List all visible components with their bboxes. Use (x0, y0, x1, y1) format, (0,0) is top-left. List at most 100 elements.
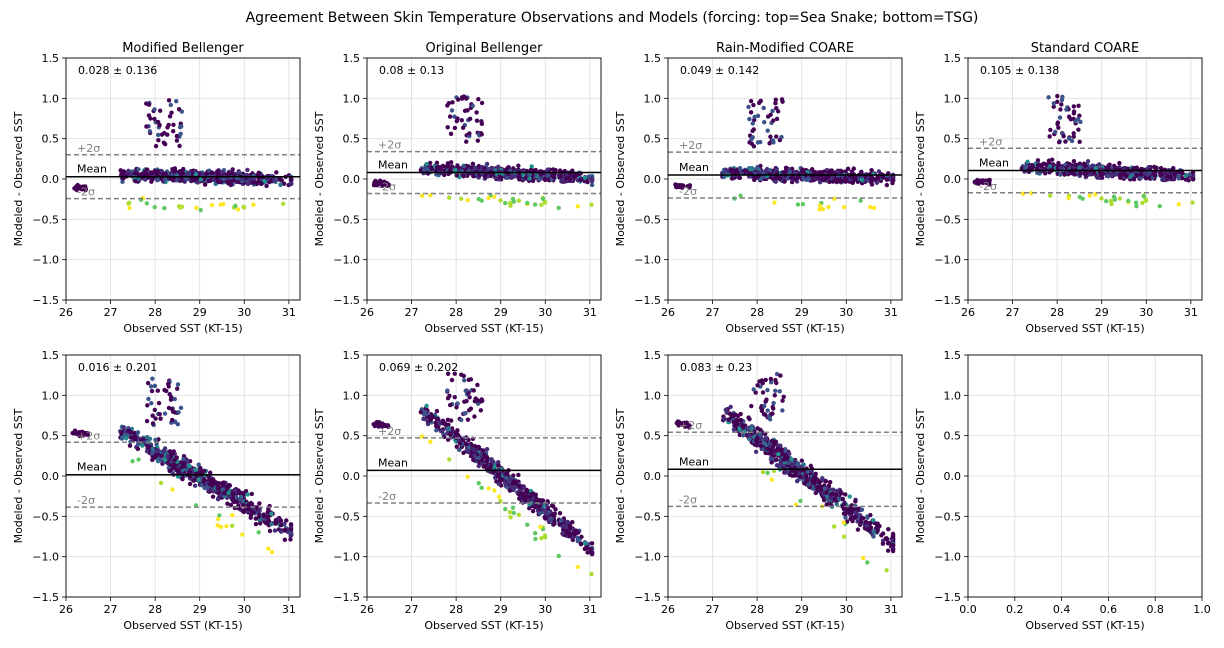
scatter-point (269, 549, 275, 555)
scatter-point (859, 169, 864, 174)
x-tick-label: 29 (494, 306, 508, 319)
scatter-point (253, 516, 258, 521)
scatter-point (525, 200, 530, 206)
scatter-point (1082, 171, 1087, 177)
minus-2-sigma-label: -2σ (77, 494, 95, 507)
scatter-point (269, 521, 274, 527)
stat-text: 0.028 ± 0.136 (78, 64, 157, 77)
y-tick-label: 1.5 (343, 349, 361, 362)
y-tick-label: 1.5 (644, 349, 662, 362)
scatter-point (496, 463, 501, 468)
scatter-point (256, 514, 262, 519)
subplot-6: 26 27 28 29 30 311.51.00.50.0−0.5−1.0−1.5+2σM… (614, 349, 903, 632)
subplot-1: 26 27 28 29 30 311.51.00.50.0−0.5−1.0−1.5+2σM… (313, 41, 602, 335)
scatter-point (679, 185, 685, 190)
scatter-point (466, 408, 472, 413)
scatter-point (1154, 165, 1159, 170)
scatter-point (457, 447, 462, 452)
scatter-point (166, 381, 171, 387)
scatter-point (224, 523, 229, 529)
scatter-point (1134, 204, 1139, 209)
scatter-point (465, 108, 470, 113)
scatter-point (450, 100, 455, 105)
scatter-point (543, 516, 548, 521)
scatter-point (156, 400, 162, 406)
scatter-point (1080, 196, 1085, 201)
scatter-point (185, 459, 190, 464)
scatter-point (832, 196, 837, 202)
scatter-point (1131, 177, 1137, 182)
scatter-point (262, 178, 267, 184)
scatter-point (475, 398, 481, 403)
scatter-point (511, 485, 517, 490)
scatter-point (865, 515, 870, 520)
scatter-point (530, 178, 536, 184)
scatter-point (464, 139, 469, 144)
scatter-point (540, 196, 546, 202)
scatter-point (241, 205, 247, 210)
y-tick-label: 1.0 (644, 92, 662, 105)
scatter-point (570, 168, 575, 173)
scatter-point (385, 182, 390, 188)
scatter-point (476, 96, 481, 102)
scatter-point (585, 545, 591, 551)
scatter-point (418, 409, 424, 415)
scatter-point (196, 462, 201, 467)
scatter-point (1190, 170, 1196, 175)
scatter-point (204, 171, 209, 176)
scatter-point (149, 388, 155, 394)
y-axis-label: Modeled - Observed SST (614, 111, 627, 246)
y-axis-label: Modeled - Observed SST (313, 111, 326, 246)
plus-2-sigma-label: +2σ (77, 429, 100, 442)
scatter-point (280, 201, 286, 206)
scatter-point (272, 528, 278, 533)
scatter-point (773, 179, 778, 184)
y-tick-label: −1.5 (634, 294, 661, 307)
scatter-point (542, 200, 548, 205)
scatter-point (747, 116, 752, 122)
scatter-point (503, 200, 508, 206)
scatter-point (516, 472, 521, 478)
y-tick-label: 0.0 (644, 173, 662, 186)
scatter-point (220, 202, 226, 207)
scatter-point (761, 105, 766, 111)
x-tick-label: 30 (538, 306, 552, 319)
scatter-point (158, 416, 163, 421)
scatter-point (153, 416, 158, 421)
scatter-point (217, 513, 222, 518)
scatter-point (765, 470, 770, 475)
scatter-point (480, 448, 486, 453)
scatter-point (484, 455, 490, 460)
scatter-point (1047, 164, 1053, 169)
scatter-point (181, 166, 186, 172)
scatter-point (1056, 125, 1061, 130)
scatter-point (774, 116, 780, 122)
scatter-point (483, 172, 488, 178)
scatter-point (777, 176, 783, 181)
x-tick-label: 31 (884, 306, 898, 319)
scatter-point (465, 197, 470, 203)
scatter-point (687, 425, 692, 430)
scatter-point (83, 184, 88, 189)
scatter-point (427, 160, 433, 166)
scatter-point (475, 138, 481, 143)
scatter-point (479, 121, 485, 127)
scatter-point (174, 386, 180, 391)
scatter-point (1126, 198, 1131, 204)
scatter-point (529, 164, 534, 169)
x-tick-label: 28 (148, 306, 162, 319)
scatter-point (550, 513, 555, 518)
scatter-point (230, 513, 235, 518)
scatter-point (198, 465, 203, 471)
stat-text: 0.049 ± 0.142 (680, 64, 759, 77)
scatter-point (225, 501, 230, 506)
scatter-point (516, 483, 522, 489)
scatter-point (582, 541, 588, 546)
plus-2-sigma-label: +2σ (77, 142, 100, 155)
scatter-point (809, 167, 815, 172)
scatter-point (446, 426, 451, 431)
scatter-point (787, 169, 793, 174)
scatter-point (768, 134, 773, 139)
scatter-point (466, 377, 471, 383)
scatter-point (145, 380, 151, 386)
